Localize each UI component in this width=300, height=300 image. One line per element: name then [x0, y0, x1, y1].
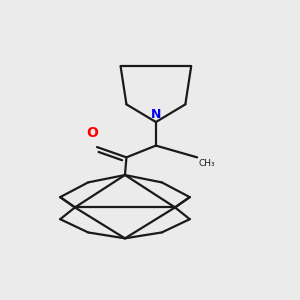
Text: N: N — [151, 108, 161, 121]
Text: CH₃: CH₃ — [199, 159, 215, 168]
Text: O: O — [86, 126, 98, 140]
